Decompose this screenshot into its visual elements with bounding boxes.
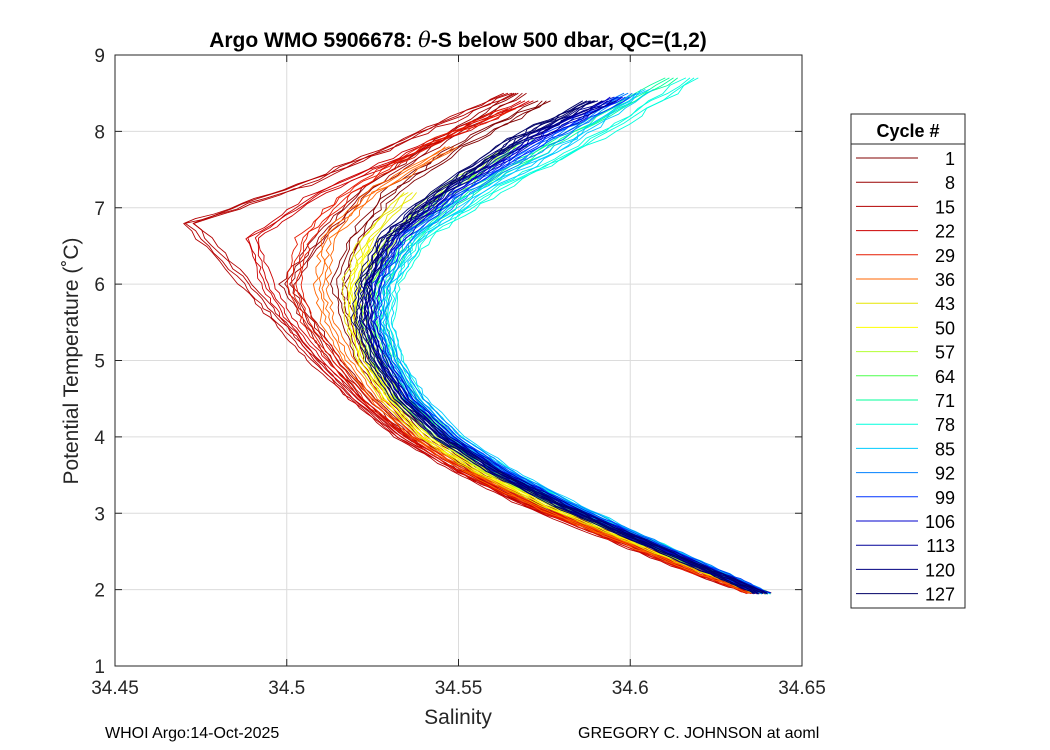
y-tick-label: 7 <box>94 199 105 220</box>
y-tick-label: 9 <box>94 46 105 67</box>
legend-label-120: 120 <box>925 560 955 580</box>
footer-source-date: WHOI Argo:14-Oct-2025 <box>105 725 280 742</box>
legend-label-36: 36 <box>935 270 955 290</box>
legend-label-57: 57 <box>935 343 955 363</box>
y-tick-label: 8 <box>94 122 105 143</box>
series-layer <box>183 77 772 595</box>
legend: Cycle # 1 8 15 22 29 36 43 50 57 64 71 78 85 92 99 106 1… <box>850 113 966 609</box>
series-15 <box>183 92 761 595</box>
x-tick-label: 34.5 <box>268 678 305 699</box>
series-line-22 <box>245 100 747 595</box>
legend-label-8: 8 <box>945 173 955 193</box>
series-line-36 <box>325 146 764 594</box>
legend-label-50: 50 <box>935 318 955 338</box>
y-tick-label: 1 <box>94 657 105 678</box>
series-line-15 <box>183 92 748 594</box>
y-tick-label: 3 <box>94 504 105 525</box>
series-line-50 <box>348 238 758 594</box>
series-line-36 <box>312 146 751 594</box>
x-tick-label: 34.65 <box>778 678 826 699</box>
legend-label-1: 1 <box>945 149 955 169</box>
series-line-29 <box>286 108 749 594</box>
series-line-43 <box>341 192 754 595</box>
series-line-8 <box>293 92 765 595</box>
legend-label-43: 43 <box>935 294 955 314</box>
y-tick-label: 2 <box>94 581 105 602</box>
series-line-127 <box>355 100 759 595</box>
legend-label-15: 15 <box>935 197 955 217</box>
series-line-127 <box>358 100 764 594</box>
series-line-36 <box>321 146 759 594</box>
series-line-29 <box>295 108 756 594</box>
series-line-113 <box>370 100 768 595</box>
legend-label-71: 71 <box>935 391 955 411</box>
x-axis-label: Salinity <box>424 706 492 729</box>
x-tick-label: 34.45 <box>91 678 139 699</box>
legend-label-92: 92 <box>935 464 955 484</box>
y-axis-label: Potential Temperature (˚C) <box>60 237 83 484</box>
legend-label-85: 85 <box>935 439 955 459</box>
legend-label-78: 78 <box>935 415 955 435</box>
y-tick-label: 6 <box>94 275 105 296</box>
y-tick-label: 5 <box>94 352 105 373</box>
legend-label-64: 64 <box>935 367 955 387</box>
series-line-113 <box>357 100 756 595</box>
legend-title: Cycle # <box>876 121 939 141</box>
series-line-29 <box>300 108 761 594</box>
series-line-127 <box>364 100 768 594</box>
legend-label-106: 106 <box>925 512 955 532</box>
footer-author: GREGORY C. JOHNSON at aoml <box>578 725 820 742</box>
axis-ticks: 34.45 34.5 34.55 34.6 34.65 1 2 3 4 5 6 7 8 9 <box>91 46 826 699</box>
series-line-92 <box>384 92 771 594</box>
legend-box <box>850 113 966 609</box>
series-line-120 <box>354 100 754 595</box>
series-line-8 <box>278 92 751 594</box>
legend-label-113: 113 <box>926 536 955 556</box>
series-127 <box>350 100 768 595</box>
y-tick-label: 4 <box>94 428 105 449</box>
series-line-99 <box>378 96 771 594</box>
x-tick-label: 34.6 <box>612 678 649 699</box>
series-36 <box>312 146 764 594</box>
legend-label-22: 22 <box>935 222 955 242</box>
legend-label-99: 99 <box>935 488 955 508</box>
legend-label-127: 127 <box>925 585 955 605</box>
chart-title: Argo WMO 5906678: θ-S below 500 dbar, QC… <box>209 28 707 52</box>
legend-label-29: 29 <box>935 246 955 266</box>
x-tick-label: 34.55 <box>435 678 483 699</box>
series-line-120 <box>368 100 768 595</box>
